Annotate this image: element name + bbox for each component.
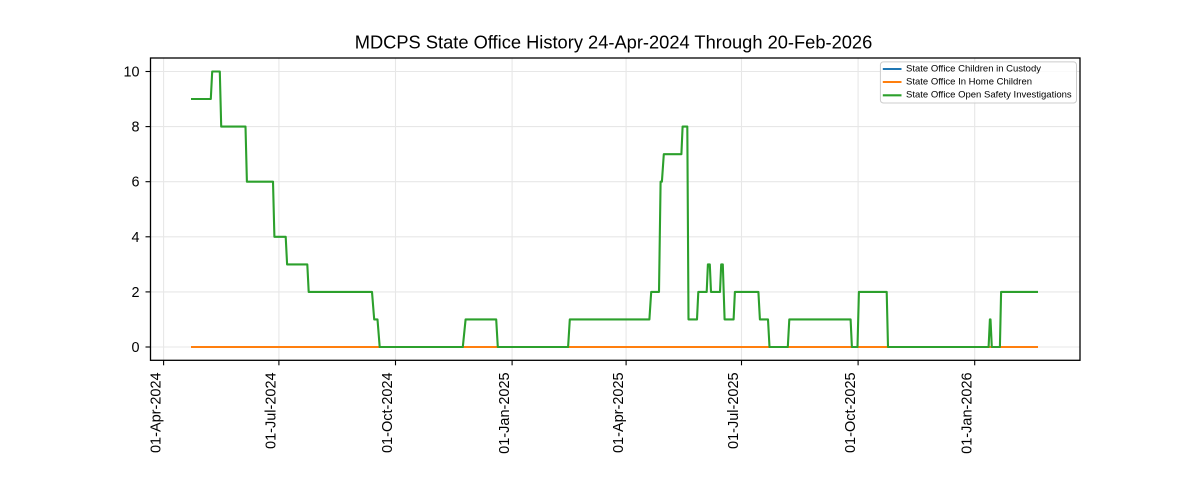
svg-text:State Office Open Safety Inves: State Office Open Safety Investigations xyxy=(906,89,1072,100)
svg-text:6: 6 xyxy=(131,175,139,191)
svg-text:0: 0 xyxy=(131,340,139,356)
svg-text:2: 2 xyxy=(131,285,139,301)
svg-text:01-Jul-2024: 01-Jul-2024 xyxy=(264,372,280,449)
svg-text:State Office Children in Custo: State Office Children in Custody xyxy=(906,63,1041,74)
svg-text:01-Jan-2026: 01-Jan-2026 xyxy=(959,372,975,453)
svg-text:MDCPS State Office History 24-: MDCPS State Office History 24-Apr-2024 T… xyxy=(355,31,873,52)
svg-text:01-Apr-2024: 01-Apr-2024 xyxy=(148,372,164,453)
svg-text:8: 8 xyxy=(131,120,139,136)
svg-text:01-Oct-2024: 01-Oct-2024 xyxy=(380,372,396,453)
svg-text:01-Oct-2025: 01-Oct-2025 xyxy=(843,372,859,453)
svg-text:State Office In Home Children: State Office In Home Children xyxy=(906,76,1032,87)
svg-text:01-Jan-2025: 01-Jan-2025 xyxy=(497,372,513,453)
svg-text:4: 4 xyxy=(131,230,139,246)
svg-text:01-Apr-2025: 01-Apr-2025 xyxy=(611,372,627,453)
svg-text:10: 10 xyxy=(123,65,139,81)
svg-text:01-Jul-2025: 01-Jul-2025 xyxy=(726,372,742,449)
